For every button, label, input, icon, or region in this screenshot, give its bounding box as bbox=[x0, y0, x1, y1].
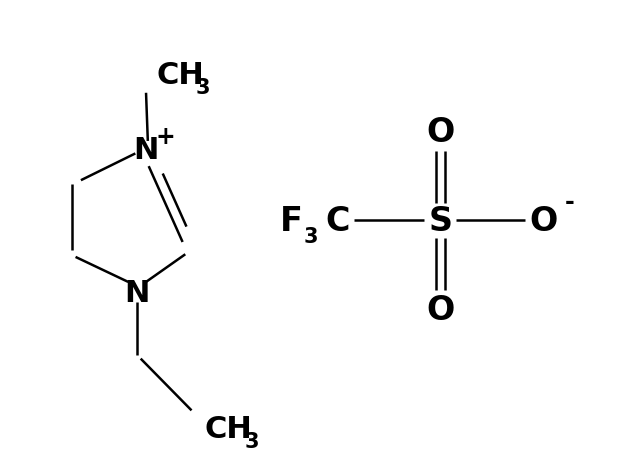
Text: CH: CH bbox=[204, 414, 252, 443]
Text: +: + bbox=[156, 124, 175, 148]
Text: 3: 3 bbox=[304, 227, 318, 247]
Text: N: N bbox=[133, 136, 159, 165]
Text: O: O bbox=[426, 293, 454, 326]
Text: O: O bbox=[426, 116, 454, 148]
Text: 3: 3 bbox=[196, 78, 211, 98]
Text: CH: CH bbox=[157, 61, 205, 90]
Text: C: C bbox=[326, 204, 350, 238]
Text: O: O bbox=[529, 204, 557, 238]
Text: F: F bbox=[280, 204, 303, 238]
Text: N: N bbox=[124, 278, 150, 308]
Text: S: S bbox=[428, 204, 452, 238]
Text: -: - bbox=[565, 189, 575, 213]
Text: 3: 3 bbox=[244, 431, 259, 451]
